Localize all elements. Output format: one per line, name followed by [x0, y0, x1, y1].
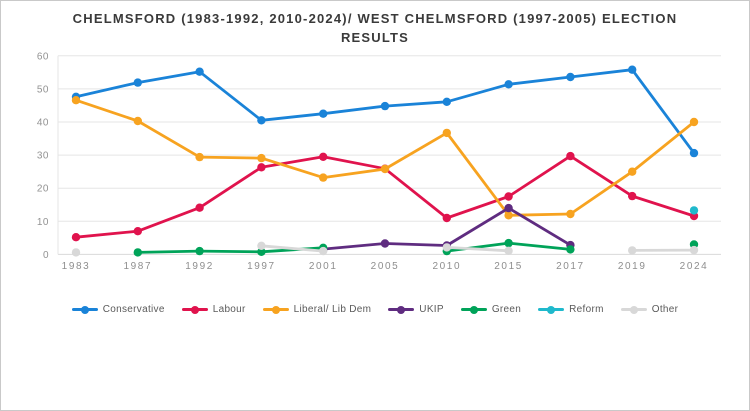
chart-legend: Conservative Labour Liberal/ Lib Dem UKIP Gr…: [1, 304, 749, 315]
legend-item-labour: Labour: [181, 304, 246, 315]
x-tick-label: 2017: [556, 261, 585, 272]
y-tick-label: 60: [37, 51, 49, 62]
data-point-conservative: [257, 116, 266, 125]
chart-title: CHELMSFORD (1983-1992, 2010-2024)/ WEST …: [1, 10, 749, 48]
y-tick-label: 10: [37, 217, 49, 228]
data-point-labour: [319, 152, 328, 161]
y-tick-label: 40: [37, 118, 49, 129]
legend-marker-reform: [538, 305, 565, 314]
data-point-other: [71, 248, 81, 257]
data-point-conservative: [319, 109, 328, 118]
data-point-liberal-lib-dem: [380, 164, 390, 174]
legend-marker-green: [460, 305, 487, 314]
x-tick-label: 2015: [494, 261, 523, 272]
legend-label-green: Green: [491, 304, 522, 315]
data-point-green: [195, 246, 204, 256]
data-point-liberal-lib-dem: [133, 116, 142, 126]
data-point-labour: [442, 213, 451, 223]
legend-label-conservative: Conservative: [102, 304, 165, 315]
data-point-green: [257, 247, 266, 256]
series-liberal-lib-dem: [71, 96, 699, 220]
plot-area: 0 10 20 30 40 50 60 1983 1987 1992 1997 2001 2005 201…: [37, 51, 721, 272]
data-point-labour: [195, 203, 204, 212]
legend-label-reform: Reform: [569, 304, 604, 315]
data-point-conservative: [504, 80, 513, 89]
data-point-other: [442, 243, 451, 252]
data-point-green: [133, 248, 142, 257]
legend-item-other: Other: [620, 304, 679, 315]
legend-label-liberal-lib-dem: Liberal/ Lib Dem: [293, 304, 372, 315]
legend-marker-labour: [181, 305, 208, 314]
legend-item-green: Green: [460, 304, 522, 315]
x-tick-label: 2005: [371, 261, 400, 272]
data-point-other: [628, 246, 637, 255]
data-point-labour: [504, 192, 513, 201]
data-point-conservative: [195, 67, 204, 76]
legend-marker-other: [620, 305, 647, 314]
data-point-conservative: [689, 148, 699, 158]
data-point-other: [689, 245, 699, 255]
data-point-liberal-lib-dem: [628, 167, 637, 176]
x-tick-label: 2019: [618, 261, 647, 272]
series-reform: [689, 206, 699, 215]
data-point-other: [257, 241, 266, 250]
legend-item-liberal-lib-dem: Liberal/ Lib Dem: [262, 304, 372, 315]
data-point-labour: [566, 151, 575, 161]
series-other: [71, 241, 699, 257]
x-tick-label: 1987: [123, 261, 152, 272]
data-point-labour: [133, 227, 142, 236]
y-tick-label: 30: [37, 151, 49, 162]
data-point-labour: [628, 191, 637, 201]
data-point-liberal-lib-dem: [257, 153, 266, 163]
legend-marker-conservative: [71, 305, 98, 314]
data-point-labour: [71, 233, 81, 242]
x-tick-label: 1992: [185, 261, 214, 272]
x-tick-label: 2010: [432, 261, 461, 272]
data-point-other: [504, 246, 513, 255]
data-point-liberal-lib-dem: [566, 209, 575, 219]
series-ukip: [319, 203, 575, 254]
legend-label-labour: Labour: [212, 304, 246, 315]
legend-label-other: Other: [651, 304, 679, 315]
data-point-liberal-lib-dem: [504, 211, 513, 220]
data-point-green: [566, 245, 575, 254]
data-point-conservative: [133, 78, 142, 87]
x-tick-label: 1997: [247, 261, 276, 272]
data-point-liberal-lib-dem: [319, 173, 328, 182]
data-point-liberal-lib-dem: [442, 128, 451, 138]
legend-item-ukip: UKIP: [388, 304, 444, 315]
y-tick-label: 20: [37, 184, 49, 195]
data-point-conservative: [442, 97, 451, 107]
data-point-other: [319, 246, 328, 256]
legend-marker-liberal-lib-dem: [262, 305, 289, 314]
y-tick-label: 50: [37, 84, 49, 95]
x-tick-label: 1983: [62, 261, 91, 272]
data-point-liberal-lib-dem: [71, 96, 81, 105]
data-point-labour: [257, 163, 266, 172]
data-point-green: [504, 238, 513, 248]
legend-label-ukip: UKIP: [419, 304, 444, 315]
data-point-liberal-lib-dem: [195, 152, 204, 162]
legend-marker-ukip: [388, 305, 415, 314]
x-tick-label: 2024: [680, 261, 709, 272]
legend-item-conservative: Conservative: [71, 304, 165, 315]
x-tick-label: 2001: [309, 261, 338, 272]
data-point-conservative: [380, 101, 390, 111]
legend-item-reform: Reform: [538, 304, 604, 315]
chart-title-text: CHELMSFORD (1983-1992, 2010-2024)/ WEST …: [72, 11, 678, 45]
data-point-conservative: [566, 72, 575, 82]
series-conservative: [71, 65, 699, 158]
series-labour: [71, 151, 699, 242]
data-point-conservative: [628, 65, 637, 74]
data-point-liberal-lib-dem: [689, 117, 699, 127]
data-point-ukip: [380, 239, 390, 248]
y-tick-label: 0: [43, 250, 49, 261]
data-point-reform: [689, 206, 699, 215]
data-point-ukip: [504, 203, 513, 213]
